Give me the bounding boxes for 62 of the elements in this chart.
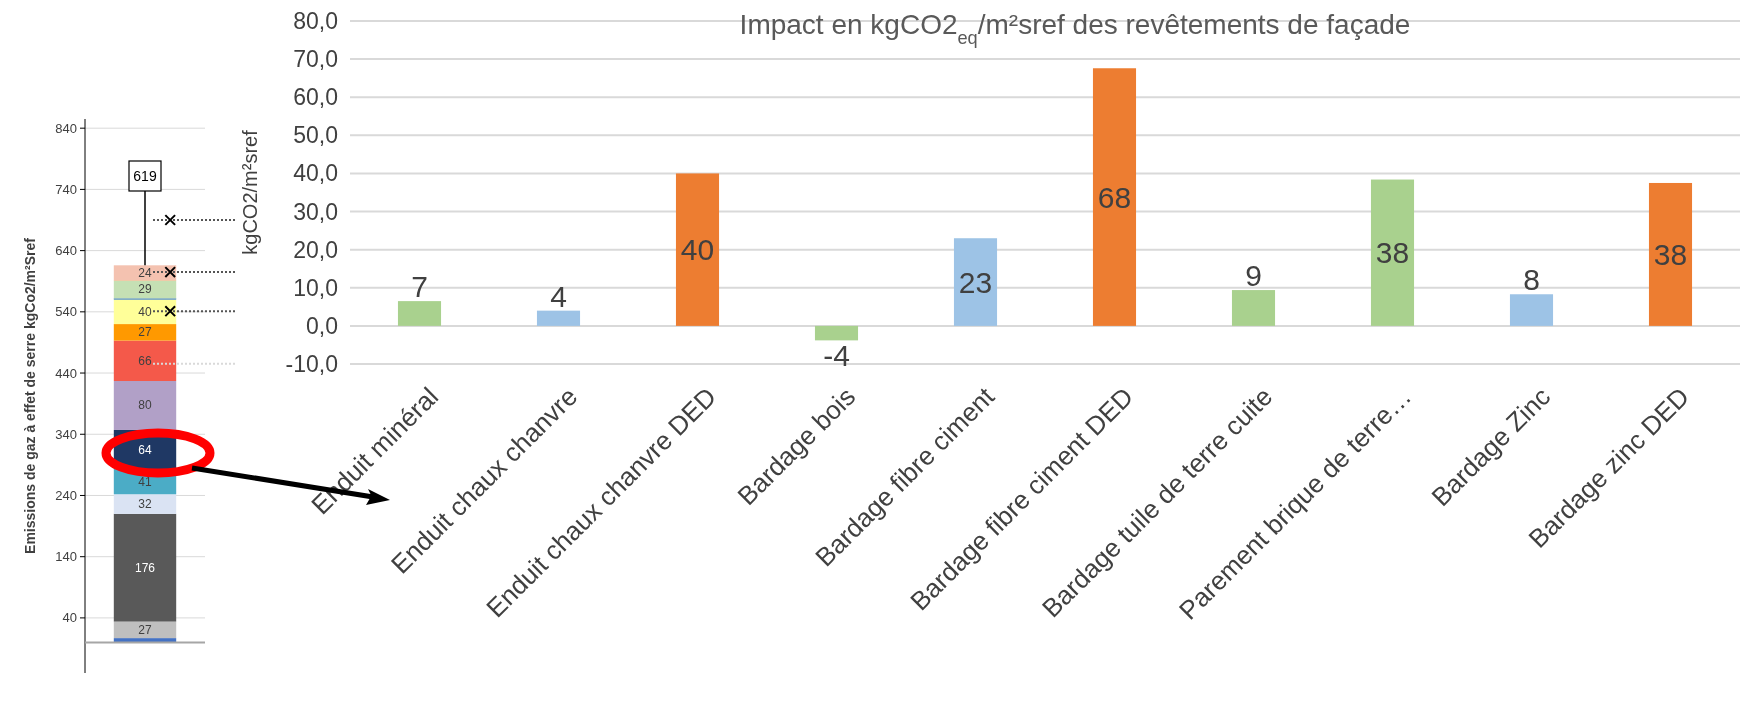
y-tick-label: 140 xyxy=(55,549,77,565)
chart-title: Impact en kgCO2$_{eq}$/m²sref des revêtements de façade xyxy=(739,9,1411,48)
data-label: 7 xyxy=(411,270,428,304)
y-tick-label: 80,0 xyxy=(293,8,338,34)
data-label: 80 xyxy=(138,398,152,413)
data-label: 29 xyxy=(138,282,152,297)
data-label: 4 xyxy=(550,279,567,313)
data-label: 32 xyxy=(138,497,152,512)
y-tick-label: -10,0 xyxy=(285,351,338,377)
bar xyxy=(814,325,859,341)
y-tick-label: 50,0 xyxy=(293,122,338,149)
y-axis-title: Emissions de gaz à effet de serre kgCo2/m²Sref xyxy=(22,237,38,554)
data-label: 8 xyxy=(1523,263,1540,297)
bar xyxy=(536,310,581,326)
y-tick-label: 0,0 xyxy=(306,312,338,339)
y-tick-label: 40,0 xyxy=(293,160,338,187)
data-label: 66 xyxy=(138,353,152,368)
bar xyxy=(113,265,177,280)
y-tick-label: 70,0 xyxy=(293,46,338,73)
y-tick-label: 440 xyxy=(55,365,77,381)
bar xyxy=(113,513,177,622)
y-tick-label: 540 xyxy=(55,304,77,320)
data-label: 41 xyxy=(138,474,152,489)
data-label: 40 xyxy=(680,233,715,267)
y-tick-label: 640 xyxy=(55,243,77,259)
annotation: 619 xyxy=(133,168,157,184)
data-label: 38 xyxy=(1375,236,1410,270)
data-label: 27 xyxy=(138,622,152,637)
bar xyxy=(1648,182,1693,326)
y-tick-label: 240 xyxy=(55,487,77,503)
bar xyxy=(113,340,177,381)
bar xyxy=(1231,290,1276,326)
bar xyxy=(397,301,442,326)
bar xyxy=(953,238,998,326)
data-label: 64 xyxy=(138,442,152,457)
bar xyxy=(1370,179,1415,326)
y-tick-label: 30,0 xyxy=(293,198,338,225)
y-tick-label: 20,0 xyxy=(293,236,338,263)
bar xyxy=(113,324,177,341)
data-label: 24 xyxy=(138,265,152,280)
bar xyxy=(1092,68,1137,326)
y-tick-label: 40 xyxy=(62,610,77,626)
data-label: 27 xyxy=(138,325,152,340)
bar xyxy=(113,494,177,514)
y-tick-label: 840 xyxy=(55,120,77,136)
y-axis-title: kgCO2/m²sref xyxy=(239,129,261,255)
data-label: 23 xyxy=(958,265,993,299)
bar xyxy=(675,173,720,326)
data-label: 38 xyxy=(1653,237,1688,271)
y-tick-label: 740 xyxy=(55,181,77,197)
bar xyxy=(113,280,177,299)
data-label: 9 xyxy=(1245,259,1262,293)
bar xyxy=(113,621,177,639)
data-label: -4 xyxy=(823,338,850,372)
data-label: 40 xyxy=(138,304,152,319)
y-tick-label: 340 xyxy=(55,426,77,442)
bar xyxy=(113,299,177,325)
y-tick-label: 60,0 xyxy=(293,84,338,111)
bar xyxy=(1509,294,1554,326)
data-label: 176 xyxy=(134,560,156,575)
y-tick-label: 10,0 xyxy=(293,274,338,301)
data-label: 68 xyxy=(1097,180,1132,214)
